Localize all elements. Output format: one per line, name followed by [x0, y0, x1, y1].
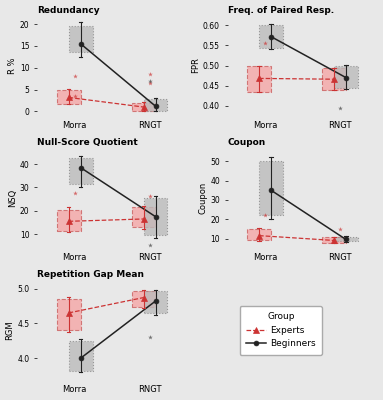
Y-axis label: NSQ: NSQ — [8, 189, 17, 207]
Legend: Experts, Beginners: Experts, Beginners — [240, 306, 322, 355]
Y-axis label: FPR: FPR — [191, 58, 200, 74]
Bar — [259, 25, 283, 48]
Y-axis label: Coupon: Coupon — [198, 182, 208, 214]
Y-axis label: R %: R % — [8, 57, 17, 74]
Bar — [57, 299, 80, 330]
Bar — [57, 90, 80, 104]
Text: Coupon: Coupon — [228, 138, 266, 147]
Text: Redundancy: Redundancy — [37, 6, 100, 14]
Bar — [144, 291, 167, 313]
Bar — [131, 291, 155, 307]
Bar — [334, 66, 358, 88]
Y-axis label: RGM: RGM — [6, 320, 15, 340]
Bar — [322, 68, 346, 90]
Text: Null-Score Quotient: Null-Score Quotient — [37, 138, 138, 147]
Bar — [131, 207, 155, 227]
Bar — [69, 26, 93, 52]
Bar — [322, 237, 346, 243]
Text: Repetition Gap Mean: Repetition Gap Mean — [37, 270, 144, 279]
Bar — [144, 99, 167, 110]
Bar — [57, 210, 80, 231]
Bar — [334, 236, 358, 242]
Bar — [247, 229, 271, 240]
Bar — [69, 341, 93, 371]
Text: Freq. of Paired Resp.: Freq. of Paired Resp. — [228, 6, 334, 14]
Bar — [144, 198, 167, 235]
Bar — [259, 161, 283, 215]
Bar — [247, 66, 271, 92]
Bar — [131, 103, 155, 110]
Bar — [69, 158, 93, 184]
